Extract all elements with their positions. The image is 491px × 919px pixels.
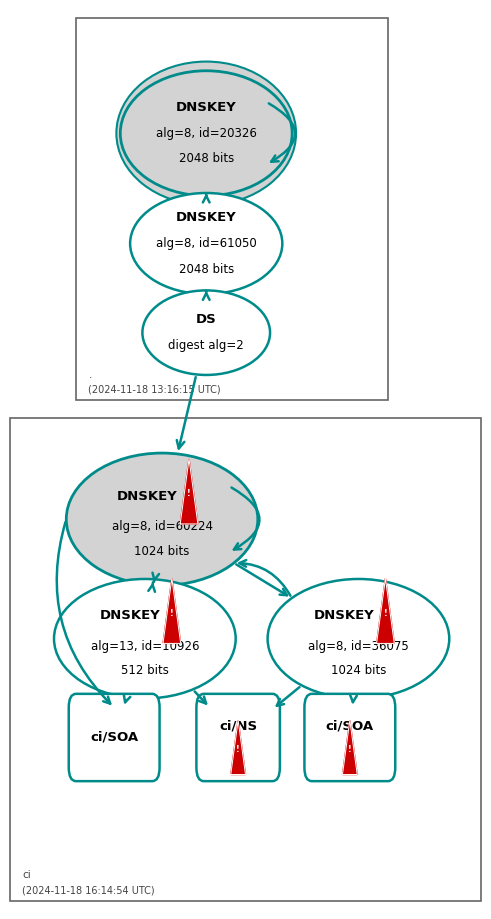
FancyBboxPatch shape xyxy=(69,694,160,781)
FancyBboxPatch shape xyxy=(304,694,395,781)
Text: ci/SOA: ci/SOA xyxy=(90,731,138,744)
Text: DNSKEY: DNSKEY xyxy=(176,101,237,114)
Text: alg=8, id=36075: alg=8, id=36075 xyxy=(308,640,409,652)
Text: DNSKEY: DNSKEY xyxy=(117,490,178,503)
Text: DNSKEY: DNSKEY xyxy=(100,609,161,622)
Text: !: ! xyxy=(170,608,174,618)
Ellipse shape xyxy=(54,579,236,698)
Text: ci: ci xyxy=(22,870,31,880)
Polygon shape xyxy=(163,578,181,643)
Text: alg=8, id=20326: alg=8, id=20326 xyxy=(156,127,257,140)
Ellipse shape xyxy=(130,193,282,294)
Text: digest alg=2: digest alg=2 xyxy=(168,339,244,352)
Ellipse shape xyxy=(142,290,270,375)
FancyBboxPatch shape xyxy=(10,418,481,901)
Text: DS: DS xyxy=(196,313,217,326)
Text: !: ! xyxy=(348,744,352,754)
Text: 2048 bits: 2048 bits xyxy=(179,153,234,165)
Ellipse shape xyxy=(120,71,292,196)
Ellipse shape xyxy=(116,62,296,205)
Polygon shape xyxy=(343,720,357,775)
Text: alg=8, id=61050: alg=8, id=61050 xyxy=(156,237,257,250)
Text: !: ! xyxy=(187,489,191,498)
FancyBboxPatch shape xyxy=(76,18,388,400)
Text: 512 bits: 512 bits xyxy=(121,664,169,677)
Text: ci/NS: ci/NS xyxy=(219,720,257,733)
Text: alg=8, id=60224: alg=8, id=60224 xyxy=(111,520,213,533)
Text: (2024-11-18 13:16:15 UTC): (2024-11-18 13:16:15 UTC) xyxy=(88,384,221,394)
Text: !: ! xyxy=(236,744,240,754)
FancyBboxPatch shape xyxy=(196,694,280,781)
Text: 2048 bits: 2048 bits xyxy=(179,263,234,276)
Text: DNSKEY: DNSKEY xyxy=(313,609,374,622)
Text: alg=13, id=10926: alg=13, id=10926 xyxy=(91,640,199,652)
Polygon shape xyxy=(180,459,198,524)
Text: DNSKEY: DNSKEY xyxy=(176,211,237,224)
Text: !: ! xyxy=(383,608,387,618)
Text: 1024 bits: 1024 bits xyxy=(135,545,190,558)
Polygon shape xyxy=(231,720,246,775)
Ellipse shape xyxy=(268,579,449,698)
Text: 1024 bits: 1024 bits xyxy=(331,664,386,677)
Text: .: . xyxy=(88,369,92,380)
Ellipse shape xyxy=(66,453,258,585)
Polygon shape xyxy=(377,578,394,643)
Text: ci/SOA: ci/SOA xyxy=(326,720,374,733)
Text: (2024-11-18 16:14:54 UTC): (2024-11-18 16:14:54 UTC) xyxy=(22,885,155,895)
